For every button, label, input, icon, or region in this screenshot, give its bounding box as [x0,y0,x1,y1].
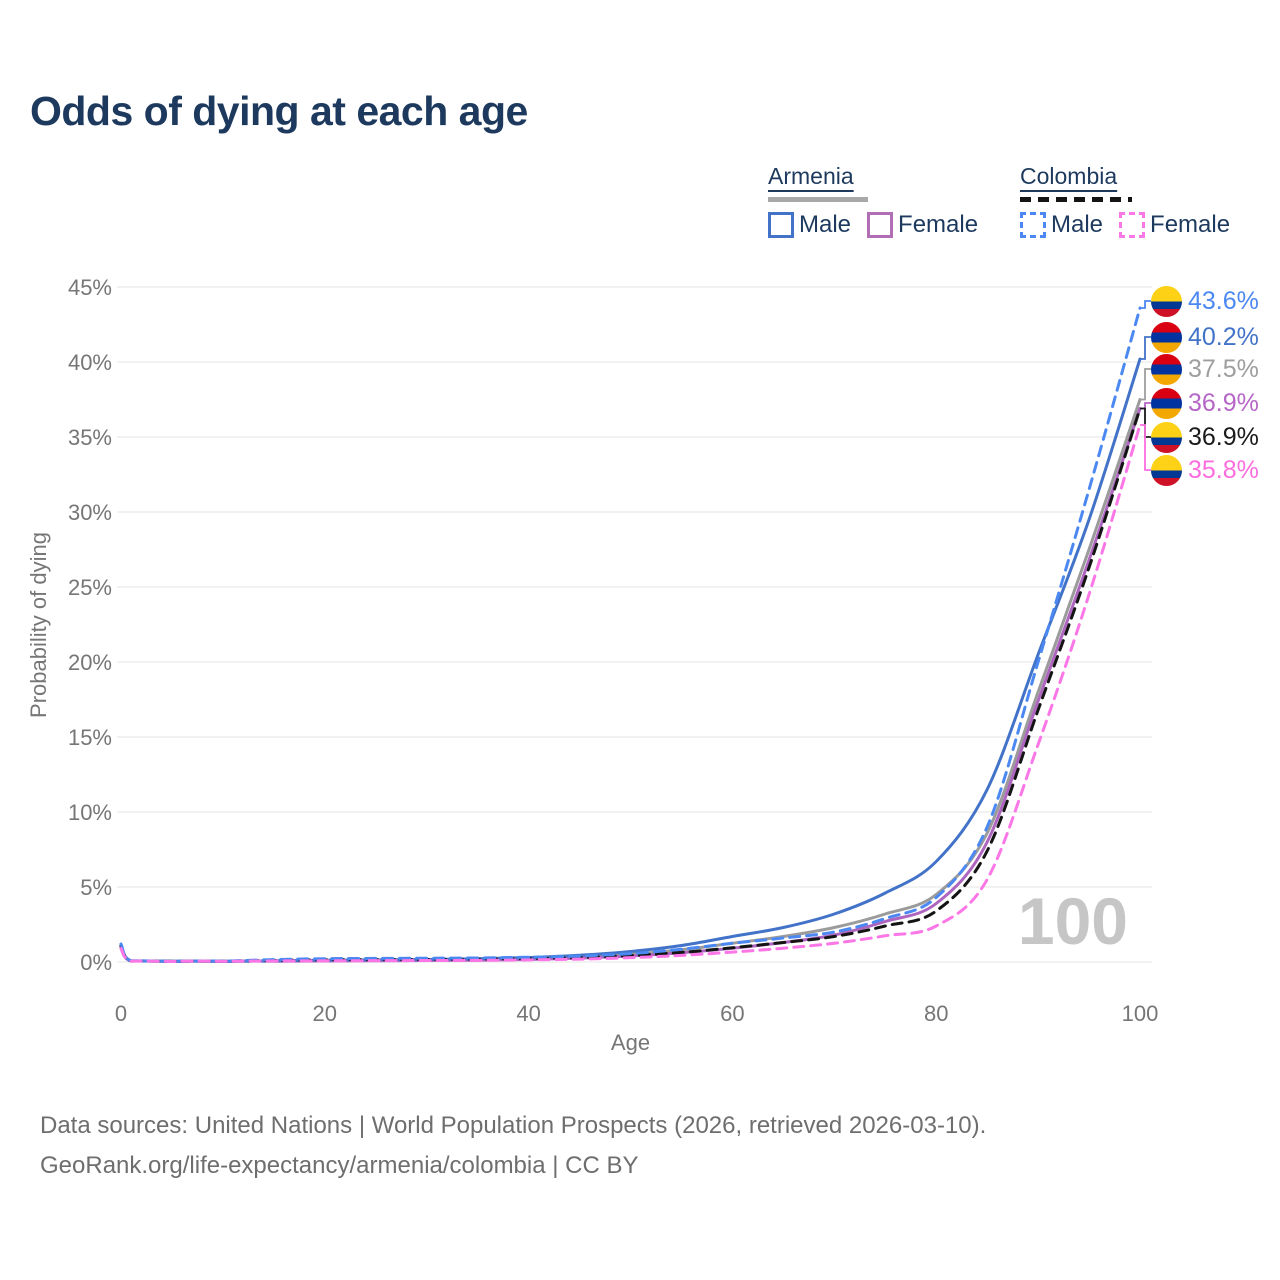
end-label-value: 36.9% [1188,388,1259,417]
y-tick-label: 0% [80,950,112,975]
y-tick-label: 20% [68,650,112,675]
x-tick-label: 20 [313,1001,337,1026]
flag-icon-colombia [1151,454,1182,486]
page-title: Odds of dying at each age [30,88,528,134]
y-tick-label: 40% [68,350,112,375]
legend-item-colombia-female: Female [1119,211,1230,239]
legend-linestyle-armenia [768,197,868,202]
legend-group-colombia: Colombia Male Female [1020,163,1230,238]
x-tick-label: 40 [516,1001,540,1026]
y-tick-label: 35% [68,425,112,450]
legend-item-armenia-male: Male [768,211,851,239]
end-label-row: 40.2% [1151,321,1259,353]
flag-icon-armenia [1151,387,1182,419]
legend-country-armenia: Armenia [768,163,854,189]
series-line-colombia-male [119,306,1142,963]
end-label-value: 40.2% [1188,322,1259,351]
legend-label-colombia-female: Female [1150,211,1231,238]
y-tick-label: 15% [68,725,112,750]
legend-label-armenia-male: Male [799,211,852,238]
end-label-row: 37.5% [1151,353,1259,385]
legend-label-colombia-male: Male [1051,211,1104,238]
flag-icon-colombia [1151,285,1182,317]
end-label-value: 37.5% [1188,354,1259,383]
y-tick-label: 10% [68,800,112,825]
y-tick-label: 45% [68,275,112,300]
footer: Data sources: United Nations | World Pop… [40,1106,986,1186]
end-label-row: 43.6% [1151,285,1259,317]
footer-data-sources: Data sources: United Nations | World Pop… [40,1112,987,1139]
series-line-colombia-both-sexes- [119,407,1142,963]
series-line-colombia-female [119,423,1142,964]
y-tick-label: 25% [68,575,112,600]
y-tick-label: 30% [68,500,112,525]
armenia-female-swatch-icon [867,212,894,238]
end-label-row: 35.8% [1151,454,1259,486]
legend-group-armenia: Armenia Male Female [768,163,978,238]
end-label-row: 36.9% [1151,421,1259,453]
flag-icon-colombia [1151,421,1182,453]
end-label-value: 35.8% [1188,455,1259,484]
legend-item-colombia-male: Male [1020,211,1103,239]
armenia-male-swatch-icon [768,212,794,238]
x-tick-label: 60 [720,1001,744,1026]
end-label-value: 36.9% [1188,422,1259,451]
colombia-female-swatch-icon [1119,212,1146,238]
y-tick-label: 5% [80,875,112,900]
label-connector [1140,300,1151,309]
series-line-armenia-male [119,357,1142,963]
label-connector [1140,407,1151,438]
series-line-armenia-both-sexes- [119,398,1142,963]
legend-country-colombia: Colombia [1020,163,1118,189]
label-connector [1140,368,1151,401]
flag-icon-armenia [1151,353,1182,385]
flag-icon-armenia [1151,321,1182,353]
x-tick-label: 100 [1122,1001,1159,1026]
age-watermark: 100 [1018,884,1128,958]
legend-item-armenia-female: Female [867,211,978,239]
legend-label-armenia-female: Female [898,211,979,238]
series-line-armenia-female [119,407,1142,964]
label-connector [1140,336,1151,360]
x-tick-label: 80 [924,1001,948,1026]
footer-attribution: GeoRank.org/life-expectancy/armenia/colo… [40,1152,639,1179]
x-tick-label: 0 [115,1001,127,1026]
end-label-row: 36.9% [1151,387,1259,419]
label-connector [1140,424,1151,471]
end-label-value: 43.6% [1188,286,1259,315]
colombia-male-swatch-icon [1020,212,1046,238]
x-axis-title: Age [611,1030,650,1055]
legend-linestyle-colombia [1020,197,1132,202]
y-axis-title: Probability of dying [26,532,51,718]
